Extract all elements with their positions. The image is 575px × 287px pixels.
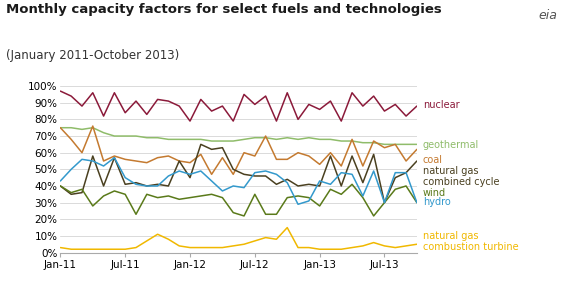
Text: geothermal: geothermal: [423, 140, 479, 150]
Text: nuclear: nuclear: [423, 100, 459, 110]
Text: coal: coal: [423, 155, 443, 165]
Text: (January 2011-October 2013): (January 2011-October 2013): [6, 49, 179, 62]
Text: natural gas
combustion turbine: natural gas combustion turbine: [423, 231, 518, 252]
Text: natural gas
combined cycle: natural gas combined cycle: [423, 166, 499, 187]
Text: eia: eia: [539, 9, 558, 22]
Text: wind: wind: [423, 189, 446, 199]
Text: hydro: hydro: [423, 197, 450, 207]
Text: Monthly capacity factors for select fuels and technologies: Monthly capacity factors for select fuel…: [6, 3, 442, 16]
